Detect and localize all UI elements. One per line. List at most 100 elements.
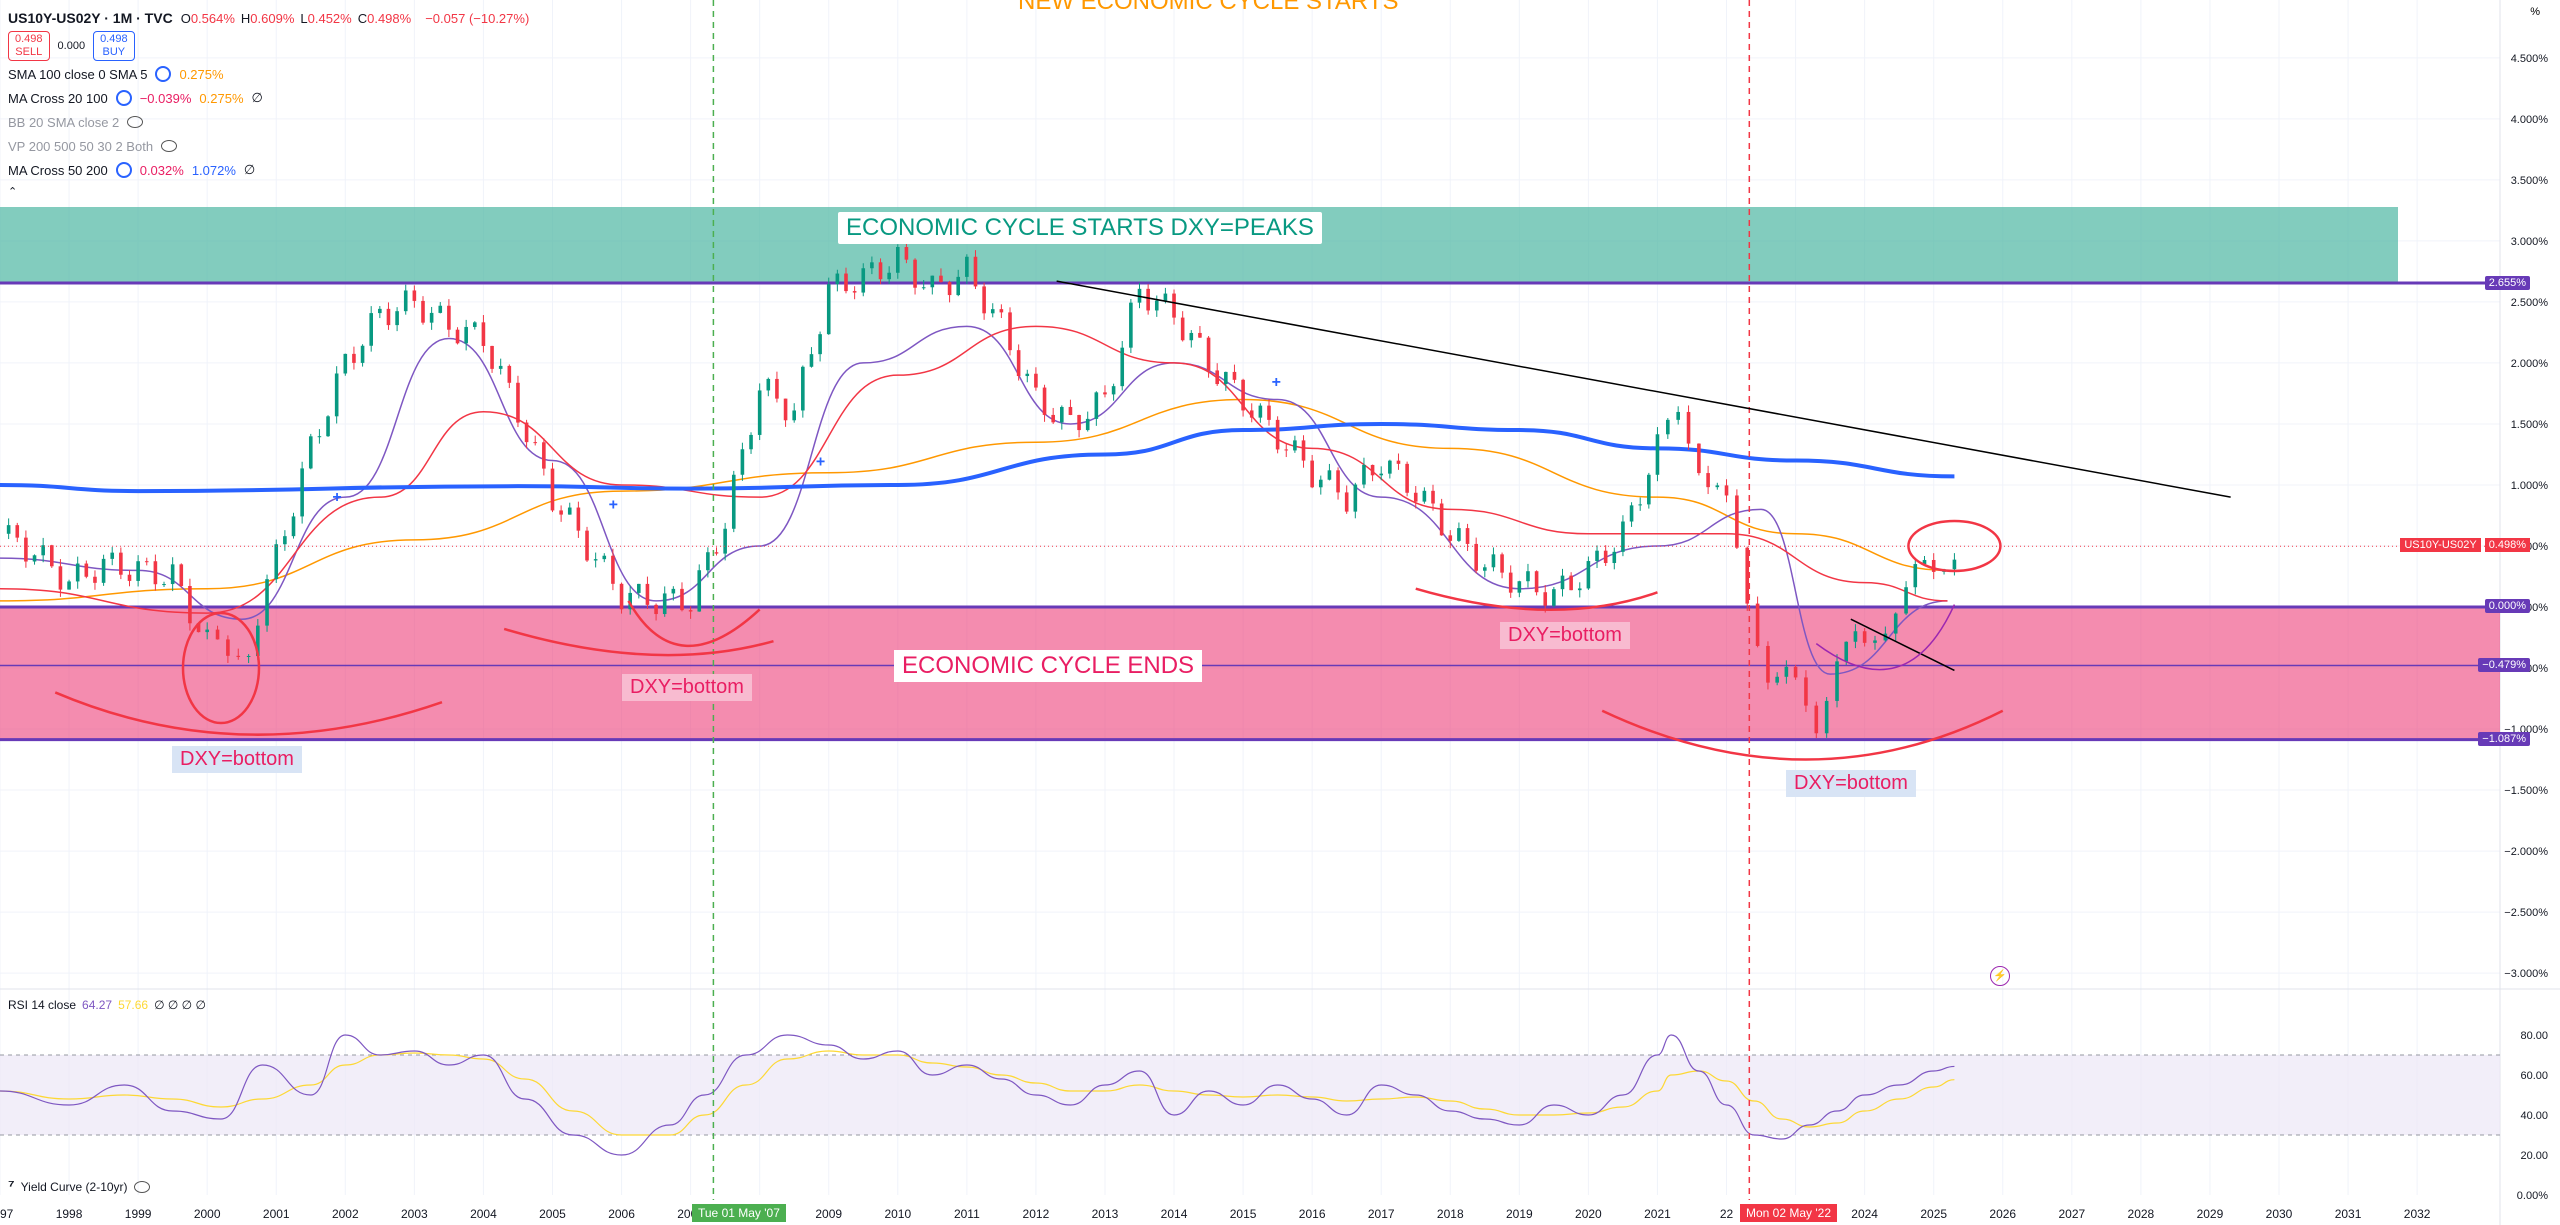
- x-tick-label: 2006: [608, 1207, 635, 1221]
- indicator-row[interactable]: MA Cross 20 100 −0.039% 0.275% ∅: [8, 86, 529, 110]
- candle-body: [516, 382, 520, 423]
- indicator-row[interactable]: BB 20 SMA close 2: [8, 110, 529, 134]
- trend-line-short: [1850, 618, 1955, 672]
- candle-body: [1249, 410, 1254, 418]
- candle-body: [75, 563, 80, 582]
- candle-body: [1370, 464, 1375, 476]
- indicator-row[interactable]: MA Cross 50 200 0.032% 1.072% ∅: [8, 158, 529, 182]
- rsi-y-tick: 80.00: [2520, 1030, 2548, 1042]
- ohlc-o: O0.564%: [180, 10, 235, 26]
- price-tag-lower: −1.087%: [2478, 732, 2530, 746]
- settings-icon[interactable]: [115, 90, 132, 106]
- candle-body: [1517, 581, 1522, 593]
- curve-purple: [1815, 604, 1956, 671]
- indicator-row[interactable]: VP 200 500 50 30 2 Both: [8, 134, 529, 158]
- bottom-curve-3: [1415, 587, 1658, 611]
- candle-body: [939, 275, 943, 283]
- lightning-icon[interactable]: ⚡: [1990, 966, 2010, 986]
- collapse-chevron-icon[interactable]: ⌃: [8, 185, 18, 198]
- candle-body: [447, 305, 451, 330]
- cycle-end-zone: [0, 607, 2500, 740]
- candle-body: [904, 247, 909, 260]
- candle-body: [1706, 473, 1710, 488]
- indicator-value: 0.275%: [199, 90, 244, 106]
- buy-button[interactable]: 0.498 BUY: [93, 31, 135, 61]
- candle-body: [1655, 434, 1660, 475]
- candle-body: [412, 290, 417, 301]
- sell-button[interactable]: 0.498 SELL: [8, 31, 50, 61]
- y-tick-label: −1.500%: [2504, 785, 2548, 797]
- drawings-layer: + + + +: [54, 0, 2231, 1200]
- symbol-title[interactable]: US10Y-US02Y · 1M · TVC: [8, 10, 173, 26]
- candle-body: [680, 588, 684, 611]
- price-tag-mid: −0.479%: [2478, 658, 2530, 672]
- candle-body: [1060, 406, 1064, 423]
- candle-body: [688, 610, 693, 612]
- candle-body: [1396, 460, 1401, 464]
- indicator-name: MA Cross 50 200: [8, 162, 108, 178]
- candle-body: [256, 625, 260, 656]
- candle-body: [628, 592, 632, 610]
- candle-body: [162, 584, 166, 586]
- indicator-name: SMA 100 close 0 SMA 5: [8, 66, 148, 82]
- candle-body: [1893, 613, 1898, 634]
- candle-body: [775, 378, 779, 399]
- change-value: −0.057 (−10.27%): [425, 10, 530, 26]
- candle-body: [1163, 293, 1168, 301]
- rsi-band: [0, 1055, 2500, 1135]
- candle-body: [757, 390, 762, 435]
- indicator-row[interactable]: SMA 100 close 0 SMA 5 0.275%: [8, 62, 529, 86]
- candle-body: [783, 398, 788, 421]
- x-tick-label: 2001: [263, 1207, 290, 1221]
- candle-body: [1931, 559, 1936, 572]
- eye-icon[interactable]: [161, 140, 178, 152]
- x-tick-label: 1999: [125, 1207, 152, 1221]
- x-tick-label: 2030: [2266, 1207, 2293, 1221]
- candle-body: [326, 416, 330, 437]
- spread-value: 0.000: [57, 40, 86, 52]
- y-tick-label: −3.000%: [2504, 968, 2548, 980]
- candle-body: [188, 586, 192, 624]
- candle-body: [386, 308, 391, 326]
- candle-body: [1353, 484, 1358, 512]
- x-tick-label: 2000: [194, 1207, 221, 1221]
- candle-body: [1016, 350, 1021, 377]
- candle-body: [1474, 543, 1478, 571]
- candle-body: [645, 583, 650, 605]
- candle-body: [110, 552, 115, 559]
- candle-body: [1362, 464, 1366, 485]
- candle-body: [1267, 405, 1271, 420]
- candle-body: [49, 545, 54, 567]
- candle-body: [723, 528, 727, 554]
- settings-icon[interactable]: [115, 162, 132, 178]
- candle-body: [1793, 666, 1798, 678]
- eye-icon[interactable]: [127, 116, 144, 128]
- candle-body: [1500, 554, 1504, 573]
- settings-icon[interactable]: [155, 66, 172, 82]
- candle-body: [1154, 300, 1159, 311]
- candle-body: [1526, 571, 1530, 582]
- rsi-y-tick: 0.00%: [2517, 1190, 2548, 1202]
- candle-body: [1085, 418, 1090, 431]
- candle-body: [930, 275, 935, 288]
- candle-body: [706, 552, 710, 571]
- price-tag-current: US10Y-US02Y 0.498%: [2400, 538, 2530, 552]
- candle-body: [1413, 492, 1418, 502]
- candle-body: [265, 579, 269, 626]
- candle-body: [472, 322, 477, 327]
- x-tick-label: 2028: [2128, 1207, 2155, 1221]
- y-tick-label: 3.000%: [2511, 236, 2549, 248]
- x-tick-label: 2026: [1989, 1207, 2016, 1221]
- candle-body: [274, 544, 279, 580]
- candle-body: [593, 559, 598, 561]
- eye-icon[interactable]: [133, 1181, 150, 1193]
- candle-body: [895, 247, 900, 273]
- price-tag-zero: 0.000%: [2484, 599, 2530, 613]
- candle-body: [438, 305, 443, 313]
- candle-body: [567, 507, 572, 515]
- candle-body: [1008, 312, 1012, 351]
- x-tick-label: 1998: [56, 1207, 83, 1221]
- candle-body: [1629, 505, 1634, 522]
- candle-body: [697, 570, 702, 612]
